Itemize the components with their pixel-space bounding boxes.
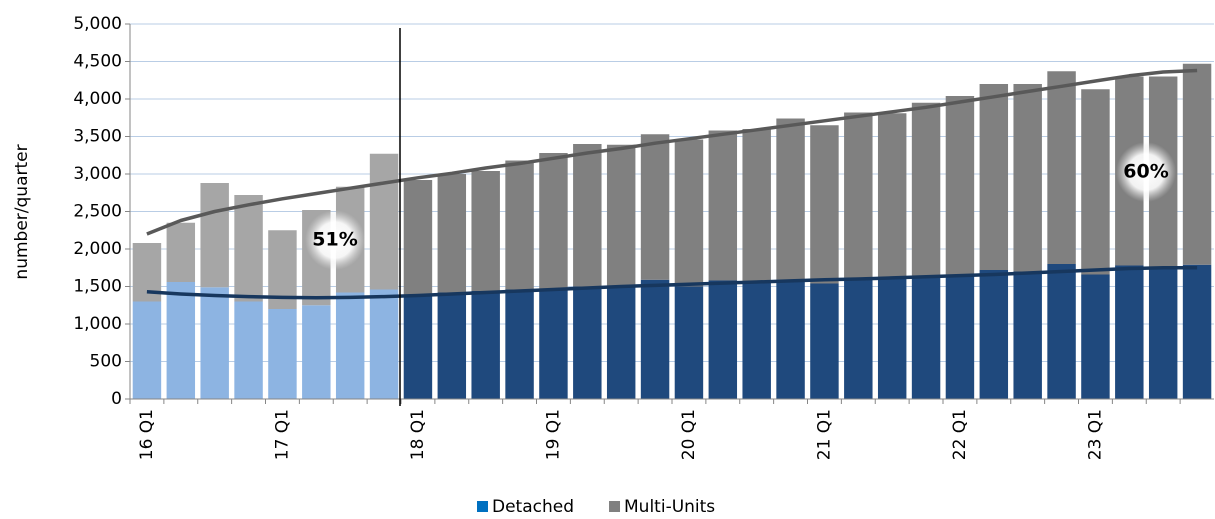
bar-segment [742,282,771,399]
bar-segment [708,280,738,399]
bar-segment [945,96,975,276]
bar-segment [471,171,500,291]
bar-segment [606,144,636,286]
bar-segment [539,153,568,289]
y-tick-label: 3,000 [73,164,122,184]
bar-segment [335,292,365,399]
bar-segment [640,134,670,280]
x-tick-label: 21 Q1 [814,409,834,460]
bar-segment [844,279,873,399]
y-tick-label: 2,000 [73,239,122,259]
bar-segment [1182,63,1212,265]
y-tick-label: 1,500 [73,277,122,297]
y-tick-label: 2,500 [73,202,122,222]
legend-label: Detached [492,497,574,517]
y-tick-label: 4,000 [73,89,122,109]
bar-segment [200,287,229,399]
bar-segment [1081,89,1110,275]
x-tick-label: 22 Q1 [950,409,970,460]
y-tick-label: 3,500 [73,127,122,147]
bar-segment [437,292,467,399]
y-tick-label: 1,000 [73,314,122,334]
bar-segment [640,279,670,399]
trend-line [146,266,1198,300]
bar-segment [403,295,433,399]
bar-segment [505,289,534,399]
x-tick-label: 19 Q1 [543,409,563,460]
bar-segment [1047,264,1076,399]
bar-segment [708,130,738,281]
y-tick-label: 0 [111,389,122,409]
bar-segment [437,174,467,293]
annotation-glow [305,210,365,270]
bar-segment [911,276,941,399]
bar-segment [268,309,297,399]
bar-segment [1115,265,1144,399]
bar-segment [877,113,907,278]
bar-segment [1047,71,1076,264]
annotation: 60% [1123,161,1168,183]
bar-segment [979,84,1009,270]
annotation-glow [1116,142,1176,202]
bar-segment [1148,267,1178,399]
bar-segment [403,180,433,296]
x-tick-label: 17 Q1 [272,409,292,460]
bar-segment [1081,274,1110,399]
bar-segment [844,112,873,279]
x-tick-label: 20 Q1 [679,409,699,460]
bar-segment [132,301,162,399]
annotation: 51% [312,229,357,251]
bar-segment [742,129,771,282]
bar-segment [200,183,229,288]
y-tick-label: 5,000 [73,14,122,34]
bar-segment [166,222,196,282]
bar-segment [945,275,975,399]
bar-segment [302,305,331,399]
bar-segment [573,286,602,399]
bar-segment [1013,271,1042,399]
bar-segment [776,279,805,399]
bar-segment [674,139,704,287]
y-axis-label: number/quarter [12,144,32,279]
bar-segment [471,291,500,399]
bar-segment [1182,264,1212,399]
bar-segment [674,286,704,399]
bar-segment [369,289,399,399]
legend-swatch [609,501,621,512]
legend-label: Multi-Units [624,497,715,517]
bar-segment [810,283,839,399]
x-tick-label: 16 Q1 [137,409,157,460]
trend-line [146,68,1198,236]
x-tick-label: 23 Q1 [1085,409,1105,460]
x-tick-label: 18 Q1 [408,409,428,460]
bar-segment [979,270,1009,399]
bar-segment [1013,84,1042,272]
y-tick-label: 500 [90,352,122,372]
bar-segment [877,277,907,399]
bar-segment [234,301,263,399]
bar-segment [369,153,399,290]
bar-segment [166,282,196,399]
bar-segment [911,102,941,276]
bar-segment [810,125,839,284]
y-tick-label: 4,500 [73,52,122,72]
bar-segment [606,285,636,399]
bar-segment [539,288,568,399]
bar-segment [573,144,602,287]
legend-swatch [477,501,488,512]
bar-segment [234,195,263,302]
bar-segment [776,118,805,280]
bar-segment [505,160,534,290]
